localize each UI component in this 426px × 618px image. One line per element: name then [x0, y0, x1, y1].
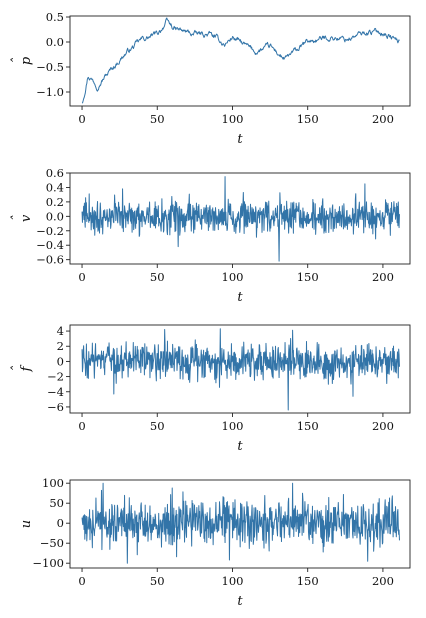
series-line	[81, 176, 400, 262]
y-tick-label: −0.4	[36, 238, 64, 252]
series-line	[81, 328, 400, 411]
plot-frame	[69, 172, 411, 265]
y-axis-label-hat: ˆ	[10, 365, 25, 372]
y-tick-label: 0.2	[46, 195, 64, 209]
panel-4: 0 50 100 150 200 100 50 0 −50 −100 t u	[19, 476, 411, 609]
y-tick-label: −4	[47, 385, 64, 399]
x-axis-label: t	[237, 290, 243, 305]
x-tick-label: 150	[297, 112, 319, 126]
y-tick-label: 0.0	[46, 209, 64, 223]
y-tick-label: −50	[40, 536, 64, 550]
panel-2: 0 50 100 150 200 0.60.40.20.0−0.2−0.4−0.6 t vˆ	[10, 166, 411, 305]
y-axis-label: u	[19, 520, 34, 528]
y-tick-label: 0.0	[46, 35, 64, 49]
x-tick-label: 150	[297, 574, 319, 588]
x-tick-label: 0	[78, 574, 85, 588]
y-tick-label: 2	[57, 339, 64, 353]
x-tick-label: 200	[372, 112, 394, 126]
x-tick-label: 200	[372, 419, 394, 433]
x-tick-label: 150	[297, 419, 319, 433]
x-tick-label: 200	[372, 574, 394, 588]
y-tick-label: −6	[47, 400, 64, 414]
y-tick-label: −0.2	[36, 224, 64, 238]
x-tick-label: 100	[222, 574, 244, 588]
x-axis-label: t	[237, 439, 243, 454]
y-tick-label: 50	[49, 496, 64, 510]
x-tick-label: 200	[372, 270, 394, 284]
y-tick-label: −2	[47, 370, 64, 384]
y-tick-label: −0.6	[36, 253, 64, 267]
x-tick-label: 100	[222, 419, 244, 433]
y-tick-label: 0.6	[46, 166, 64, 180]
x-tick-label: 50	[150, 419, 165, 433]
x-tick-label: 0	[78, 112, 85, 126]
y-axis-label: p	[19, 56, 34, 65]
plot-frame	[69, 15, 411, 107]
y-axis-label: v	[19, 214, 34, 222]
x-tick-label: 0	[78, 419, 85, 433]
x-axis-label: t	[237, 594, 243, 609]
y-tick-label: −100	[32, 556, 64, 570]
y-tick-label: 0.5	[46, 10, 64, 24]
x-tick-label: 50	[150, 574, 165, 588]
y-tick-label: 0	[57, 354, 64, 368]
y-axis-label-hat: ˆ	[10, 215, 25, 222]
x-tick-label: 50	[150, 270, 165, 284]
x-tick-label: 100	[222, 112, 244, 126]
y-axis-label: f	[19, 364, 34, 372]
panel-1: 0 50 100 150 200 0.5 0.0 −0.5 −1.0 t pˆ	[10, 10, 411, 147]
x-tick-label: 0	[78, 270, 85, 284]
y-axis-label-hat: ˆ	[10, 57, 25, 64]
series-line	[81, 17, 400, 104]
y-tick-label: 0	[57, 516, 64, 530]
y-tick-label: 100	[42, 476, 64, 490]
x-axis-label: t	[237, 132, 243, 147]
x-tick-label: 100	[222, 270, 244, 284]
x-tick-label: 150	[297, 270, 319, 284]
x-tick-label: 50	[150, 112, 165, 126]
y-tick-label: 0.4	[46, 180, 64, 194]
y-tick-label: −0.5	[36, 60, 64, 74]
plot-frame	[69, 479, 411, 569]
y-tick-label: 4	[57, 324, 64, 338]
series-line	[81, 482, 400, 564]
plot-frame	[69, 324, 411, 414]
y-tick-label: −1.0	[36, 85, 64, 99]
